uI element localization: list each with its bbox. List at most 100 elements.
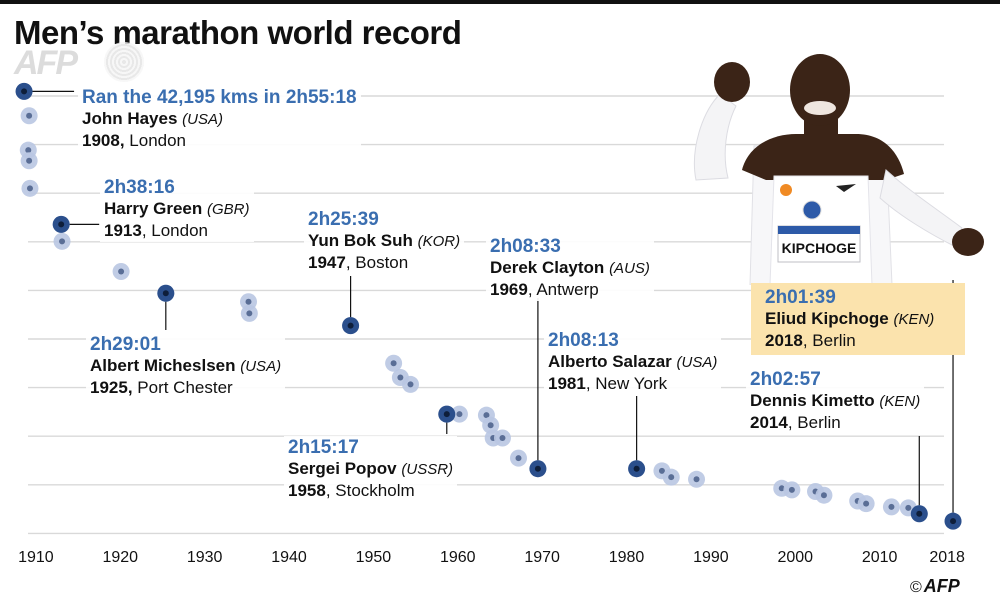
record-point-core [59, 238, 66, 245]
annotation-name: Derek Clayton [490, 258, 605, 277]
key-record-point-core [950, 518, 957, 525]
annotation-city: , Berlin [802, 331, 856, 350]
annotation-name: Sergei Popov [288, 459, 397, 478]
annotation-nationality: (KEN) [879, 393, 921, 410]
annotation-year: 1925, [90, 378, 133, 397]
record-point-core [26, 185, 33, 192]
record-point-core [26, 157, 33, 164]
x-tick-label: 2018 [929, 549, 965, 566]
annotation-time: Ran the 42,195 kms in 2h55:18 [82, 87, 357, 108]
annotation-time: 2h25:39 [308, 209, 379, 230]
annotation-green: 2h38:16 Harry Green (GBR) 1913, London [100, 176, 254, 242]
page-title: Men’s marathon world record [14, 14, 462, 51]
record-point-core [658, 467, 665, 474]
record-point-core [905, 504, 912, 511]
annotation-salazar: 2h08:13 Alberto Salazar (USA) 1981, New … [544, 329, 722, 395]
record-point-core [483, 412, 490, 419]
annotation-name: Harry Green [104, 199, 203, 218]
record-point-core [888, 503, 895, 510]
x-tick-label: 1950 [356, 549, 392, 566]
annotation-year: 1958 [288, 481, 326, 500]
x-tick-label: 1960 [440, 549, 476, 566]
key-record-point-core [443, 411, 450, 418]
x-tick-label: 1980 [609, 549, 645, 566]
annotation-time: 2h02:57 [750, 369, 821, 390]
annotation-name: John Hayes [82, 109, 178, 128]
key-record-point-core [58, 221, 65, 228]
x-tick-label: 1920 [102, 549, 138, 566]
annotation-city: , Stockholm [325, 481, 415, 500]
annotation-nationality: (KOR) [417, 233, 461, 250]
annotation-city: , Berlin [787, 413, 841, 432]
key-record-point-core [162, 290, 169, 297]
x-tick-label: 2000 [777, 549, 813, 566]
record-point-core [407, 381, 414, 388]
annotation-name: Yun Bok Suh [308, 231, 413, 250]
x-tick-label: 1970 [524, 549, 560, 566]
annotation-year: 2014 [750, 413, 788, 432]
data-points [15, 82, 962, 530]
x-tick-label: 1910 [18, 549, 54, 566]
record-point-core [118, 268, 125, 275]
key-record-point-core [347, 322, 354, 329]
credit: © AFP [910, 576, 960, 597]
record-point-core [693, 476, 700, 483]
annotation-year: 1908, [82, 131, 125, 150]
annotation-time: 2h08:13 [548, 330, 619, 351]
annotation-city: , New York [585, 374, 668, 393]
athlete-photo: KIPCHOGE [693, 54, 984, 285]
annotation-city: Port Chester [137, 378, 233, 397]
annotation-name: Albert Micheslsen [90, 356, 236, 375]
afp-logo-watermark: AFP [14, 44, 78, 82]
annotation-nationality: (GBR) [207, 201, 250, 218]
annotation-kimetto: 2h02:57 Dennis Kimetto (KEN) 2014, Berli… [746, 368, 925, 434]
record-point-core [246, 310, 253, 317]
annotation-year: 1981 [548, 374, 586, 393]
x-axis-ticks: 1910 1920 1930 1940 1950 1960 1970 1980 1990 2000… [18, 549, 965, 566]
annotation-popov: 2h15:17 Sergei Popov (USSR) 1958, Stockh… [284, 436, 458, 502]
record-point-core [820, 492, 827, 499]
annotation-suh: 2h25:39 Yun Bok Suh (KOR) 1947, Boston [304, 208, 465, 274]
record-point-core [515, 455, 522, 462]
annotation-nationality: (USA) [676, 354, 718, 371]
annotation-hayes: Ran the 42,195 kms in 2h55:18 John Hayes… [78, 86, 361, 152]
annotation-name: Alberto Salazar [548, 352, 672, 371]
annotation-kipchoge: 2h01:39 Eliud Kipchoge (KEN) 2018, Berli… [751, 283, 965, 355]
record-point-core [25, 147, 32, 154]
key-record-point-core [633, 465, 640, 472]
annotation-time: 2h01:39 [765, 287, 836, 308]
key-record-point-core [534, 465, 541, 472]
afp-ball-logo-icon [104, 42, 144, 82]
annotation-nationality: (USA) [240, 358, 282, 375]
annotation-time: 2h15:17 [288, 437, 359, 458]
annotation-nationality: (KEN) [893, 311, 935, 328]
key-record-point-core [916, 510, 923, 517]
annotation-michelsen: 2h29:01 Albert Micheslsen (USA) 1925, Po… [86, 333, 286, 399]
record-point-core [487, 422, 494, 429]
annotation-city: , Boston [345, 253, 409, 272]
x-tick-label: 1990 [693, 549, 729, 566]
x-tick-label: 2010 [862, 549, 898, 566]
record-point-core [26, 112, 33, 119]
x-tick-label: 1940 [271, 549, 307, 566]
record-point-core [788, 486, 795, 493]
copyright-symbol: © [910, 579, 922, 596]
annotation-year: 1947 [308, 253, 346, 272]
annotation-city: London [129, 131, 187, 150]
annotation-year: 1969 [490, 280, 528, 299]
record-point-core [390, 360, 397, 367]
annotation-nationality: (USSR) [401, 461, 454, 478]
record-point-core [397, 374, 404, 381]
record-point-core [778, 485, 785, 492]
annotation-year: 2018 [765, 331, 803, 350]
annotation-nationality: (USA) [182, 111, 224, 128]
annotation-city: , London [141, 221, 209, 240]
annotation-name: Dennis Kimetto [750, 391, 875, 410]
record-point-core [668, 474, 675, 481]
record-point-core [499, 434, 506, 441]
annotation-year: 1913 [104, 221, 142, 240]
annotation-city: , Antwerp [527, 280, 599, 299]
bib-text: KIPCHOGE [782, 240, 857, 256]
top-rule [0, 0, 1000, 4]
annotation-time: 2h38:16 [104, 177, 175, 198]
